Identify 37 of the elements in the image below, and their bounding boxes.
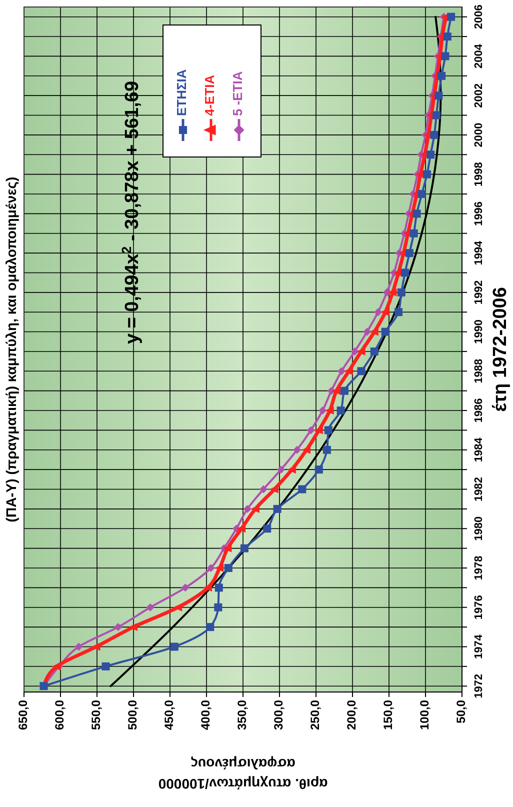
y-tick-label: 2002 — [473, 83, 485, 108]
x-tick-label: 400,0 — [198, 700, 213, 730]
legend-item: 5 -ΕΤΙΑ — [230, 71, 246, 142]
legend-item: 4-ΕΤΙΑ — [202, 74, 218, 142]
legend-item: ΕΤΗΣΙΑ — [174, 69, 190, 142]
x-tick-label: 500,0 — [126, 700, 140, 730]
y-tick-label: 1992 — [473, 280, 485, 305]
x-tick-label: 650,0 — [16, 700, 30, 730]
y-tick-label: 1986 — [473, 398, 485, 423]
y-tick-label: 1976 — [473, 595, 485, 620]
x-tick-label: 200,0 — [344, 700, 359, 730]
x-tick-label: 350,0 — [235, 700, 250, 730]
x-tick-label: 300,0 — [272, 700, 286, 730]
y-tick-label: 2006 — [473, 4, 485, 30]
y-tick-label: 1980 — [473, 516, 485, 541]
y-tick-label: 1990 — [473, 320, 485, 344]
x-tick-label: 250,0 — [308, 700, 322, 730]
y-axis-title: έτη 1972-2006 — [490, 287, 511, 412]
y-tick-label: 1994 — [473, 240, 485, 266]
x-tick-label: 600,0 — [52, 700, 67, 730]
x-tick-label: 150,0 — [381, 700, 396, 730]
y-tick-label: 1974 — [473, 634, 485, 659]
x-tick-label: 50,0 — [454, 700, 468, 724]
y-tick-label: 2004 — [473, 43, 485, 68]
y-tick-label: 1998 — [473, 162, 485, 187]
y-tick-label: 1988 — [473, 358, 485, 384]
y-tick-label: 1996 — [473, 201, 485, 226]
x-tick-label: 100,0 — [418, 700, 432, 730]
x-tick-label: 450,0 — [162, 700, 176, 730]
y-tick-label: 1978 — [473, 556, 485, 580]
y-tick-label: 1982 — [473, 477, 485, 502]
x-axis-title: αριθ. ατυχημάτων/100000 ασφαλισμένους — [158, 756, 328, 792]
y-tick-label: 1984 — [473, 436, 485, 462]
text: (ΠΑ-Υ) (πραγματική) καμπύλη, και ομαλοποιημένες) — [3, 176, 19, 522]
y-tick-label: 1972 — [473, 674, 485, 698]
y-tick-label: 2000 — [473, 122, 485, 148]
x-tick-label: 550,0 — [89, 700, 104, 730]
